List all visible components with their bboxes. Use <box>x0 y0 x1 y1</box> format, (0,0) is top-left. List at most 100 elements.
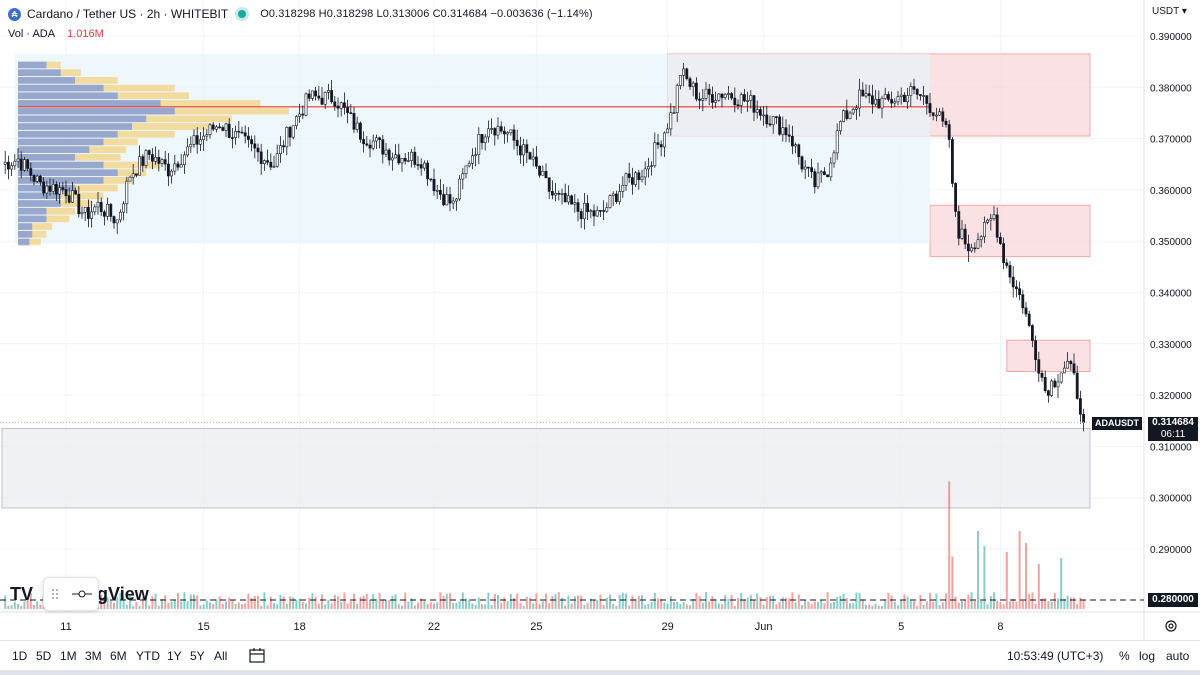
volume-bar <box>698 596 701 609</box>
candle-body <box>525 144 529 153</box>
candle-body <box>662 132 666 148</box>
candle-body <box>646 166 650 170</box>
candle-body <box>522 144 526 156</box>
candle-body <box>733 97 737 106</box>
volume-bar <box>785 597 787 609</box>
volume-bar <box>913 601 915 609</box>
candle-body <box>426 162 430 180</box>
candle-body <box>637 172 641 181</box>
bar-countdown: 06:11 <box>1160 429 1186 440</box>
candle-body <box>701 98 705 101</box>
bottom-strip <box>0 670 1200 675</box>
price-tick-label: 0.320000 <box>1150 391 1192 402</box>
candle-body <box>896 96 900 103</box>
volume-bar <box>461 592 464 609</box>
candle-body <box>803 166 807 170</box>
cardano-icon: ₳ <box>8 7 21 21</box>
candle-body <box>231 137 234 139</box>
candle-body <box>778 116 782 135</box>
candle-body <box>826 174 830 178</box>
volume-legend[interactable]: Vol · ADA 1.016M <box>8 28 104 40</box>
volume-bar <box>881 605 883 609</box>
volume-bar <box>301 601 304 609</box>
candle-body <box>586 203 590 212</box>
volume-bar <box>993 592 995 609</box>
candle-body <box>653 142 657 166</box>
timeframe-1y[interactable]: 1Y <box>167 649 182 663</box>
volume-bar <box>701 602 704 609</box>
volume-bar <box>465 598 467 609</box>
candle-body <box>429 178 433 181</box>
volume-bar <box>868 604 871 609</box>
time-tick-label: Jun <box>755 621 773 633</box>
volume-bar <box>842 593 845 609</box>
candle-body <box>154 156 158 162</box>
candle-body <box>218 126 222 129</box>
drag-handle-icon[interactable] <box>44 578 98 610</box>
candle-body <box>979 236 983 241</box>
candle-body <box>650 165 654 167</box>
candle-body <box>493 128 497 136</box>
volume-bar <box>276 604 279 609</box>
volume-bar <box>138 605 141 609</box>
candle-body <box>861 89 865 97</box>
candle-body <box>83 207 87 213</box>
timeframe-1m[interactable]: 1M <box>60 649 77 663</box>
volume-bar <box>263 592 266 609</box>
volume-bar <box>1057 598 1059 609</box>
volume-bar <box>199 605 202 609</box>
candle-body <box>922 95 926 97</box>
volume-bar <box>282 596 285 609</box>
volume-bar <box>548 603 551 609</box>
price-tick-label: 0.330000 <box>1150 340 1192 351</box>
volume-bar <box>4 595 7 609</box>
symbol-legend[interactable]: ₳ Cardano / Tether US · 2h · WHITEBIT O0… <box>8 7 593 21</box>
timeframe-ytd[interactable]: YTD <box>136 649 160 663</box>
candle-body <box>368 144 372 149</box>
auto-toggle[interactable]: auto <box>1166 649 1190 663</box>
timeframe-5y[interactable]: 5Y <box>190 649 205 663</box>
candle-body <box>563 193 567 203</box>
candle-body <box>643 168 647 178</box>
candle-body <box>451 200 455 204</box>
percent-toggle[interactable]: % <box>1119 649 1130 663</box>
candle-body <box>454 198 458 202</box>
candle-body <box>339 102 343 109</box>
candle-body <box>474 154 478 157</box>
timeframe-5d[interactable]: 5D <box>36 649 52 663</box>
candle-body <box>1027 313 1031 326</box>
timeframe-all[interactable]: All <box>214 649 228 663</box>
time-tick-label: 29 <box>661 621 673 633</box>
volume-bar <box>116 597 119 609</box>
candles-layer <box>3 62 1086 432</box>
symbol-title[interactable]: Cardano / Tether US · 2h · WHITEBIT <box>27 7 229 21</box>
candle-body <box>486 128 490 138</box>
volume-bar <box>164 595 167 609</box>
volume-bar <box>602 605 605 609</box>
volume-bar <box>615 605 618 609</box>
date-range-icon[interactable] <box>248 646 266 664</box>
volume-bar <box>893 601 896 609</box>
volume-bar <box>388 600 391 609</box>
volume-bar <box>359 597 362 609</box>
candle-body <box>157 156 161 164</box>
timeframe-6m[interactable]: 6M <box>110 649 127 663</box>
log-toggle[interactable]: log <box>1139 649 1156 663</box>
volume-bar <box>503 597 506 609</box>
settings-gear-icon[interactable] <box>1164 619 1178 633</box>
tradingview-watermark: TV gView <box>10 584 149 605</box>
volume-bar <box>596 600 599 609</box>
drawing-toolbar-float[interactable] <box>43 577 99 611</box>
candle-body <box>294 116 298 127</box>
candle-body <box>259 151 263 164</box>
timeframe-1d[interactable]: 1D <box>12 649 28 663</box>
candle-body <box>349 112 353 114</box>
currency-select[interactable]: USDT ▾ <box>1152 6 1187 17</box>
candle-body <box>10 165 14 170</box>
timeframe-3m[interactable]: 3M <box>85 649 102 663</box>
candle-body <box>925 95 929 104</box>
candle-body <box>806 166 810 169</box>
time-tick-label: 22 <box>428 621 440 633</box>
clock-time[interactable]: 10:53:49 (UTC+3) <box>1007 649 1104 663</box>
price-chart[interactable]: 0.390000 0.380000 0.370000 0.360000 0.350000… <box>0 0 1200 640</box>
